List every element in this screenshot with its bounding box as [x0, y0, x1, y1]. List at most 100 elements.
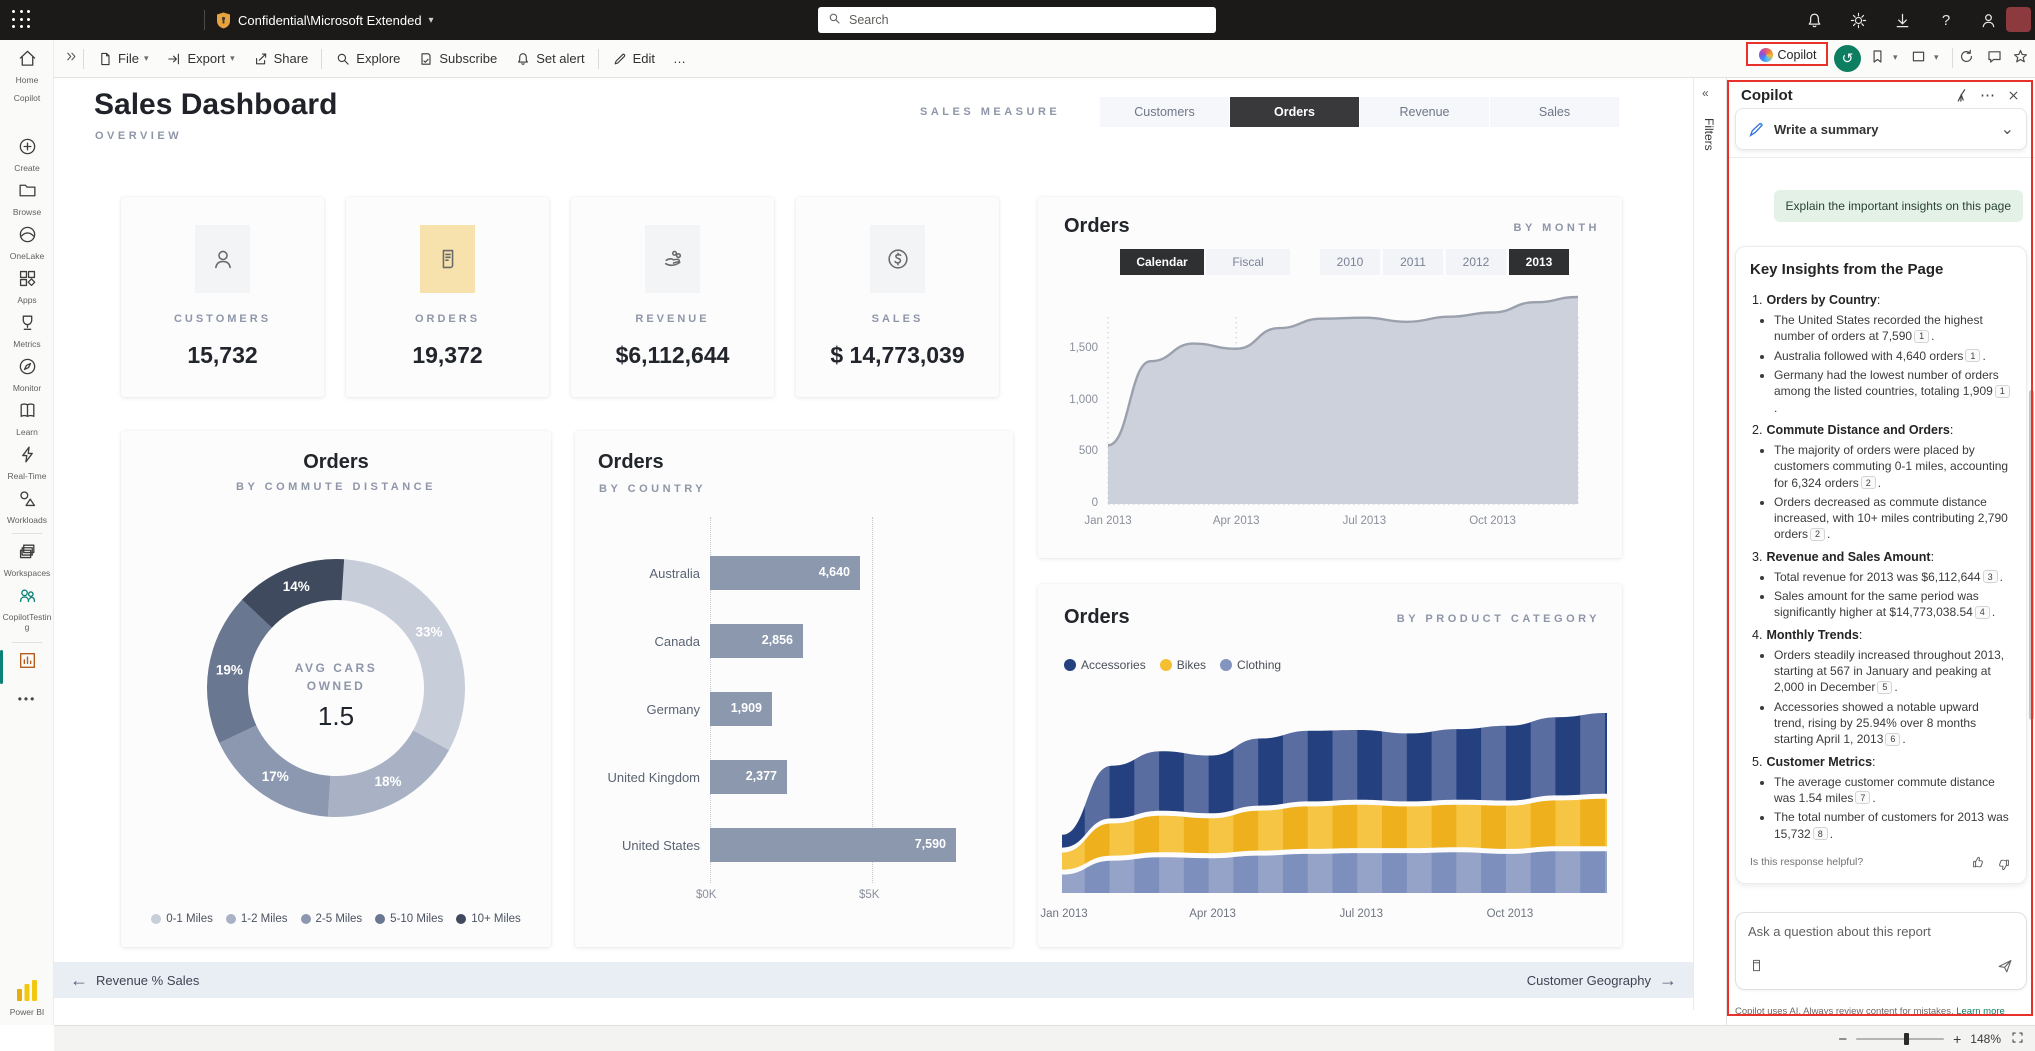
sidebar-item-real-time[interactable]: Real-Time: [0, 444, 54, 482]
user-message-chip[interactable]: Explain the important insights on this p…: [1773, 190, 2023, 222]
sidebar-item-report[interactable]: [0, 650, 54, 676]
export-button[interactable]: Export ▾: [157, 45, 243, 73]
toggle-calendar[interactable]: Calendar: [1120, 249, 1204, 275]
legend-item[interactable]: 10+ Miles: [456, 913, 521, 925]
measure-tab-customers[interactable]: Customers: [1100, 97, 1229, 127]
sidebar-item-copilottesting[interactable]: CopilotTesting: [0, 585, 54, 633]
download-icon[interactable]: [1891, 9, 1913, 31]
citation-chip[interactable]: 2: [1810, 528, 1826, 542]
measure-tab-orders[interactable]: Orders: [1230, 97, 1359, 127]
sidebar-item-browse[interactable]: Browse: [0, 180, 54, 218]
citation-chip[interactable]: 1: [1965, 349, 1981, 363]
citation-chip[interactable]: 7: [1855, 791, 1871, 805]
copilot-toolbar-button[interactable]: Copilot: [1749, 44, 1826, 65]
view-mode-icon[interactable]: [1910, 48, 1927, 65]
chart-subtitle: BY COMMUTE DISTANCE: [236, 481, 436, 493]
legend-item[interactable]: 2-5 Miles: [300, 913, 362, 925]
sidebar-item-metrics[interactable]: Metrics: [0, 312, 54, 350]
app-launcher-icon[interactable]: [12, 10, 32, 30]
sensitivity-label[interactable]: Confidential\Microsoft Extended ▾: [216, 0, 434, 40]
citation-chip[interactable]: 1: [1914, 329, 1930, 343]
feedback-icon[interactable]: [1977, 9, 1999, 31]
legend-item-accessories[interactable]: Accessories: [1064, 658, 1146, 672]
prompt-guide-icon[interactable]: [1748, 957, 1765, 980]
file-button[interactable]: File ▾: [88, 45, 157, 73]
expand-filters-icon[interactable]: «: [1702, 86, 1709, 100]
settings-gear-icon[interactable]: [1847, 9, 1869, 31]
help-icon[interactable]: ?: [1941, 11, 1951, 29]
next-page-link[interactable]: Customer Geography →: [1527, 970, 1677, 991]
user-avatar[interactable]: [2006, 7, 2031, 32]
legend-item-bikes[interactable]: Bikes: [1159, 658, 1206, 672]
favorite-star-icon[interactable]: [2012, 48, 2029, 65]
share-button[interactable]: Share: [244, 45, 318, 73]
year-2010[interactable]: 2010: [1320, 249, 1380, 275]
close-icon[interactable]: [2006, 88, 2021, 103]
thumbs-down-icon[interactable]: [1996, 852, 2012, 873]
prev-page-link[interactable]: ← Revenue % Sales: [70, 970, 199, 991]
explore-button[interactable]: Explore: [326, 45, 409, 73]
filters-pane-label[interactable]: Filters: [1702, 118, 1716, 151]
legend-item[interactable]: 0-1 Miles: [151, 913, 213, 925]
citation-chip[interactable]: 3: [1982, 570, 1998, 584]
kpi-card-revenue[interactable]: REVENUE $6,112,644: [571, 197, 774, 397]
new-chat-broom-icon[interactable]: [1953, 87, 1970, 104]
bar-united-states[interactable]: [710, 828, 956, 862]
citation-chip[interactable]: 1: [1994, 384, 2010, 398]
kpi-card-customers[interactable]: CUSTOMERS 15,732: [121, 197, 324, 397]
send-icon[interactable]: [1996, 957, 2014, 980]
zoom-out-icon[interactable]: −: [1838, 1030, 1848, 1048]
citation-chip[interactable]: 4: [1974, 605, 1990, 619]
scrollbar-thumb[interactable]: [2029, 390, 2034, 720]
learn-more-link[interactable]: Learn more: [1956, 1006, 2005, 1017]
edit-button[interactable]: Edit: [603, 45, 664, 73]
comments-icon[interactable]: [1986, 48, 2003, 65]
fit-to-page-icon[interactable]: [2010, 1030, 2025, 1048]
bar-canada[interactable]: [710, 624, 803, 658]
legend-item-clothing[interactable]: Clothing: [1220, 658, 1281, 672]
set-alert-button[interactable]: Set alert: [506, 45, 593, 73]
refresh-icon[interactable]: [1958, 48, 1975, 65]
year-2012[interactable]: 2012: [1446, 249, 1506, 275]
zoom-in-icon[interactable]: +: [1953, 1031, 1962, 1047]
sidebar-item-workloads[interactable]: Workloads: [0, 488, 54, 526]
sidebar-item-workspaces[interactable]: Workspaces: [0, 541, 54, 579]
bar-united-kingdom[interactable]: [710, 760, 787, 794]
ask-question-input[interactable]: [1748, 924, 2014, 939]
sidebar-item-home[interactable]: Home: [0, 48, 54, 86]
measure-tab-sales[interactable]: Sales: [1490, 97, 1619, 127]
sidebar-item-learn[interactable]: Learn: [0, 400, 54, 438]
bar-germany[interactable]: [710, 692, 772, 726]
bookmark-icon[interactable]: [1869, 48, 1886, 65]
legend-item[interactable]: 5-10 Miles: [375, 913, 443, 925]
citation-chip[interactable]: 2: [1860, 476, 1876, 490]
toggle-fiscal[interactable]: Fiscal: [1206, 249, 1290, 275]
reset-view-button[interactable]: ↺: [1834, 45, 1861, 72]
sidebar-item-more[interactable]: •••: [0, 690, 54, 708]
year-2011[interactable]: 2011: [1383, 249, 1443, 275]
zoom-slider[interactable]: [1856, 1033, 1945, 1045]
kpi-card-sales[interactable]: SALES $ 14,773,039: [796, 197, 999, 397]
measure-tab-revenue[interactable]: Revenue: [1360, 97, 1489, 127]
more-options-icon[interactable]: ⋯: [1980, 87, 1996, 104]
year-2013[interactable]: 2013: [1509, 249, 1569, 275]
legend-item[interactable]: 1-2 Miles: [225, 913, 288, 925]
sidebar-item-copilot[interactable]: Copilot: [13, 93, 41, 103]
citation-chip[interactable]: 5: [1877, 680, 1893, 694]
svg-text:14%: 14%: [283, 579, 310, 594]
more-options-button[interactable]: …: [673, 51, 687, 66]
subscribe-button[interactable]: Subscribe: [409, 45, 506, 73]
sidebar-item-apps[interactable]: Apps: [0, 268, 54, 306]
sidebar-item-onelake[interactable]: OneLake: [0, 224, 54, 262]
write-summary-prompt-card[interactable]: Write a summary ⌄: [1735, 108, 2027, 150]
sidebar-item-monitor[interactable]: Monitor: [0, 356, 54, 394]
kpi-card-orders[interactable]: ORDERS 19,372: [346, 197, 549, 397]
citation-chip[interactable]: 6: [1885, 732, 1901, 746]
global-search-input[interactable]: Search: [818, 7, 1216, 33]
sidebar-item-create[interactable]: Create: [0, 136, 54, 174]
collapse-nav-icon[interactable]: [64, 49, 79, 69]
notifications-icon[interactable]: [1803, 9, 1825, 31]
citation-chip[interactable]: 8: [1812, 827, 1828, 841]
thumbs-up-icon[interactable]: [1970, 854, 1986, 870]
bar-australia[interactable]: [710, 556, 860, 590]
